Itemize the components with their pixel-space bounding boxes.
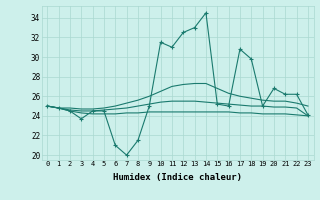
X-axis label: Humidex (Indice chaleur): Humidex (Indice chaleur) <box>113 173 242 182</box>
